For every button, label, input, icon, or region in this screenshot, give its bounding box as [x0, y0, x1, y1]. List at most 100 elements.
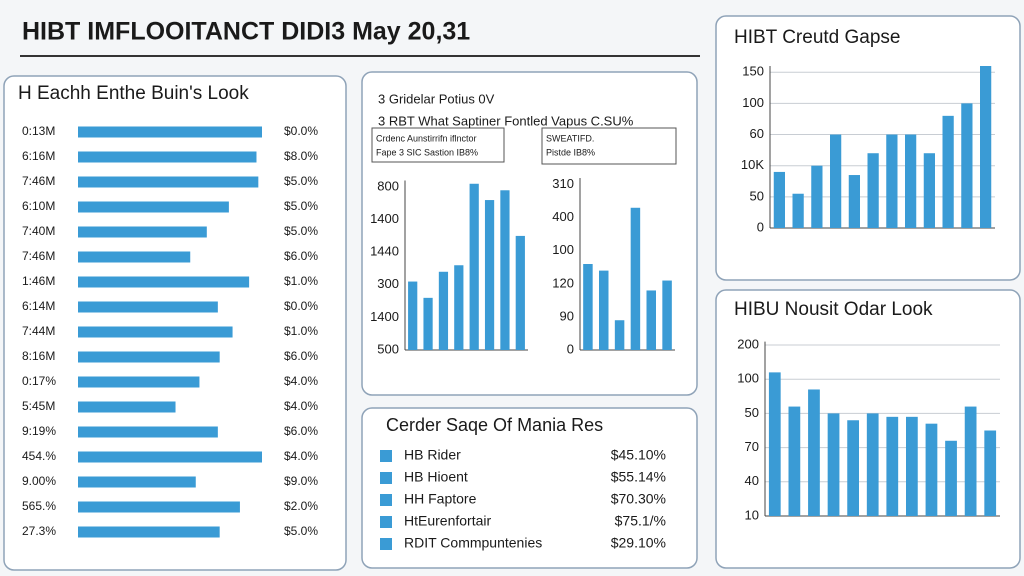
y-tick-label: 50	[745, 405, 759, 420]
row-value-label: $6.0%	[284, 249, 318, 263]
row-value-label: $4.0%	[284, 399, 318, 413]
bar	[792, 193, 804, 228]
row-label: 0:13M	[22, 124, 55, 138]
row-label: 1:46M	[22, 274, 55, 288]
y-tick-label: 800	[377, 178, 399, 193]
info-box-text: Fape 3 SIC Sastion IB8%	[376, 147, 478, 157]
legend-name: HtEurenfortair	[404, 513, 491, 529]
bar	[811, 165, 823, 228]
panel	[715, 15, 1021, 281]
bar	[408, 281, 418, 350]
chart-title: HIBT Creutd Gapse	[734, 27, 901, 48]
bar	[78, 276, 250, 288]
bar	[78, 476, 196, 488]
bar	[78, 451, 262, 463]
bar	[945, 440, 957, 516]
y-tick-label: 100	[742, 95, 764, 110]
legend-swatch	[380, 494, 392, 506]
bar	[515, 235, 525, 350]
bar	[78, 501, 240, 513]
y-tick-label: 100	[552, 242, 574, 257]
bar	[78, 401, 176, 413]
row-value-label: $0.0%	[284, 124, 318, 138]
legend-swatch	[380, 538, 392, 550]
legend-name: HH Faptore	[404, 491, 477, 507]
y-tick-label: 40	[745, 473, 759, 488]
legend-name: HB Hioent	[404, 469, 468, 485]
bar	[886, 416, 899, 516]
info-box-text: SWEATIFD.	[546, 133, 594, 143]
info-box	[371, 127, 505, 163]
y-tick-label: 100	[737, 371, 759, 386]
y-tick-label: 1400	[370, 309, 399, 324]
y-tick-label: 0	[567, 341, 574, 356]
row-label: 7:46M	[22, 174, 55, 188]
row-value-label: $1.0%	[284, 274, 318, 288]
bar	[768, 372, 781, 516]
panel	[361, 407, 698, 569]
y-tick-label: 150	[742, 64, 764, 79]
bar	[500, 190, 510, 350]
row-label: 5:45M	[22, 399, 55, 413]
row-label: 7:44M	[22, 324, 55, 338]
row-label: 7:46M	[22, 249, 55, 263]
row-label: 9.00%	[22, 474, 56, 488]
bar	[78, 351, 220, 363]
row-label: 27.3%	[22, 524, 56, 538]
bar	[964, 406, 977, 516]
info-box-text: Pistde IB8%	[546, 147, 595, 157]
bar	[599, 270, 609, 350]
bar	[78, 526, 220, 538]
bar	[469, 183, 479, 350]
row-value-label: $8.0%	[284, 149, 318, 163]
bar	[646, 290, 656, 350]
y-tick-label: 400	[552, 209, 574, 224]
y-tick-label: 70	[745, 439, 759, 454]
bar	[905, 134, 917, 228]
y-tick-label: 500	[377, 341, 399, 356]
bar	[630, 207, 641, 350]
y-tick-label: 310	[552, 176, 574, 191]
bar	[78, 176, 259, 188]
bar	[788, 406, 801, 516]
y-tick-label: 1440	[370, 244, 399, 259]
row-value-label: $5.0%	[284, 199, 318, 213]
legend-name: RDIT Commpuntenies	[404, 535, 542, 551]
chart-title: HIBU Nousit Odar Look	[734, 299, 933, 320]
legend-swatch	[380, 516, 392, 528]
row-value-label: $1.0%	[284, 324, 318, 338]
row-label: 6:16M	[22, 149, 55, 163]
bar	[961, 103, 973, 228]
row-value-label: $5.0%	[284, 524, 318, 538]
bar	[78, 301, 218, 313]
row-label: 0:17%	[22, 374, 56, 388]
legend-name: HB Rider	[404, 447, 461, 463]
row-value-label: $4.0%	[284, 449, 318, 463]
legend-swatch	[380, 450, 392, 462]
bar	[78, 326, 233, 338]
bar	[867, 153, 879, 228]
y-tick-label: 60	[750, 126, 764, 141]
bar	[942, 115, 954, 228]
bar	[423, 297, 433, 350]
bar	[906, 416, 918, 516]
bar	[484, 200, 495, 350]
bar	[923, 153, 935, 228]
row-label: 8:16M	[22, 349, 55, 363]
info-line: 3 Gridelar Potius 0V	[378, 91, 495, 106]
legend-swatch	[380, 472, 392, 484]
legend-value: $70.30%	[611, 491, 666, 507]
y-tick-label: 90	[560, 308, 574, 323]
bar	[848, 175, 860, 228]
y-tick-label: 10	[745, 507, 759, 522]
row-value-label: $5.0%	[284, 174, 318, 188]
bar	[78, 251, 191, 263]
bar	[78, 151, 257, 163]
bar	[830, 134, 842, 228]
legend-value: $29.10%	[611, 535, 666, 551]
row-value-label: $5.0%	[284, 224, 318, 238]
row-label: 6:10M	[22, 199, 55, 213]
row-label: 565.%	[22, 499, 56, 513]
bar	[438, 271, 449, 350]
row-label: 454.%	[22, 449, 56, 463]
